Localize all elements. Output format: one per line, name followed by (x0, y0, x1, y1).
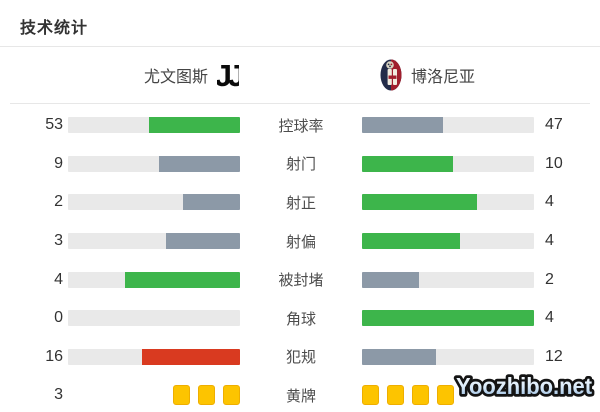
away-stat-bar (362, 233, 534, 250)
away-stat-fill (362, 348, 436, 365)
yellow-card-icon (412, 385, 429, 406)
away-stat-bar (362, 155, 534, 172)
home-stat-value: 53 (45, 116, 63, 134)
yellow-card-icon (387, 385, 404, 406)
away-team: 博洛尼亚 (300, 59, 600, 91)
home-team: 尤文图斯 JJ (0, 58, 300, 92)
stat-row: 3 射偏 4 (0, 222, 600, 261)
home-stat-fill (158, 155, 240, 172)
home-stat-bar (68, 348, 240, 365)
away-stat-fill (362, 117, 443, 134)
stat-label: 犯规 (285, 349, 316, 367)
away-stat-value: 2 (545, 270, 554, 288)
watermark-logo: Yoozhibo.net (450, 367, 598, 408)
away-stat-bar (362, 310, 534, 327)
home-stat-bar (68, 233, 240, 250)
stat-row: 53 控球率 47 (0, 106, 600, 145)
away-stat-fill (362, 194, 477, 211)
away-stat-bar (362, 194, 534, 211)
bologna-logo-icon (380, 59, 402, 91)
away-stat-bar (362, 117, 534, 134)
stat-label: 射偏 (285, 233, 316, 251)
stat-row: 0 角球 4 (0, 299, 600, 338)
home-stat-bar (68, 155, 240, 172)
stat-row: 9 射门 10 (0, 145, 600, 184)
home-yellow-cards (68, 385, 240, 406)
home-stat-bar (68, 271, 240, 288)
away-stat-fill (362, 233, 461, 250)
yellow-card-icon (223, 385, 240, 406)
away-stat-value: 10 (545, 154, 563, 172)
away-stat-bar (362, 348, 534, 365)
away-stat-fill (362, 155, 453, 172)
away-stat-fill (362, 271, 420, 288)
home-stat-bar (68, 194, 240, 211)
yellow-card-icon (362, 385, 379, 406)
divider-header (10, 103, 590, 104)
yellow-card-icon (437, 385, 454, 406)
home-stat-value: 3 (54, 386, 63, 404)
home-stat-bar (68, 117, 240, 134)
home-stat-value: 16 (45, 347, 63, 365)
away-stat-fill (362, 310, 534, 327)
home-stat-fill (182, 194, 240, 211)
stat-label: 射门 (285, 156, 316, 174)
svg-text:JJ: JJ (217, 58, 239, 92)
stat-label: 控球率 (278, 117, 324, 135)
stat-label: 射正 (285, 194, 316, 212)
home-stat-value: 4 (54, 270, 63, 288)
yellow-card-icon (198, 385, 215, 406)
home-team-name: 尤文图斯 (143, 69, 208, 86)
team-header: 尤文图斯 JJ 博洛尼亚 (0, 47, 600, 103)
home-stat-value: 9 (54, 154, 63, 172)
home-stat-fill (141, 348, 240, 365)
panel-title: 技术统计 (20, 20, 89, 37)
away-stat-value: 4 (545, 232, 554, 250)
stat-row: 4 被封堵 2 (0, 260, 600, 299)
stat-label: 被封堵 (278, 272, 324, 290)
away-stat-value: 47 (545, 116, 563, 134)
stat-label: 角球 (285, 310, 316, 328)
home-stat-fill (148, 117, 240, 134)
home-stat-value: 0 (54, 309, 63, 327)
stat-row: 2 射正 4 (0, 183, 600, 222)
home-stat-bar (68, 310, 240, 327)
away-stat-value: 4 (545, 193, 554, 211)
away-stat-value: 12 (545, 347, 563, 365)
away-yellow-cards (362, 385, 534, 406)
away-stat-bar (362, 271, 534, 288)
home-stat-value: 3 (54, 232, 63, 250)
stat-row: 16 犯规 12 (0, 338, 600, 377)
juventus-logo-icon: JJ (217, 58, 239, 92)
home-stat-fill (125, 271, 240, 288)
away-team-name: 博洛尼亚 (411, 69, 476, 86)
watermark-text: Yoozhibo.net (456, 373, 592, 399)
away-stat-value: 4 (545, 309, 554, 327)
home-stat-fill (166, 233, 240, 250)
divider-top (0, 46, 600, 47)
stat-row: 3 黄牌 (0, 376, 600, 412)
stats-rows: 53 控球率 47 9 射门 10 2 射正 4 3 射偏 4 4 被封堵 2 0 角球 4 16 犯规 12 3 黄牌 (0, 104, 600, 412)
yellow-card-icon (173, 385, 190, 406)
stat-label: 黄牌 (285, 387, 316, 405)
home-stat-value: 2 (54, 193, 63, 211)
